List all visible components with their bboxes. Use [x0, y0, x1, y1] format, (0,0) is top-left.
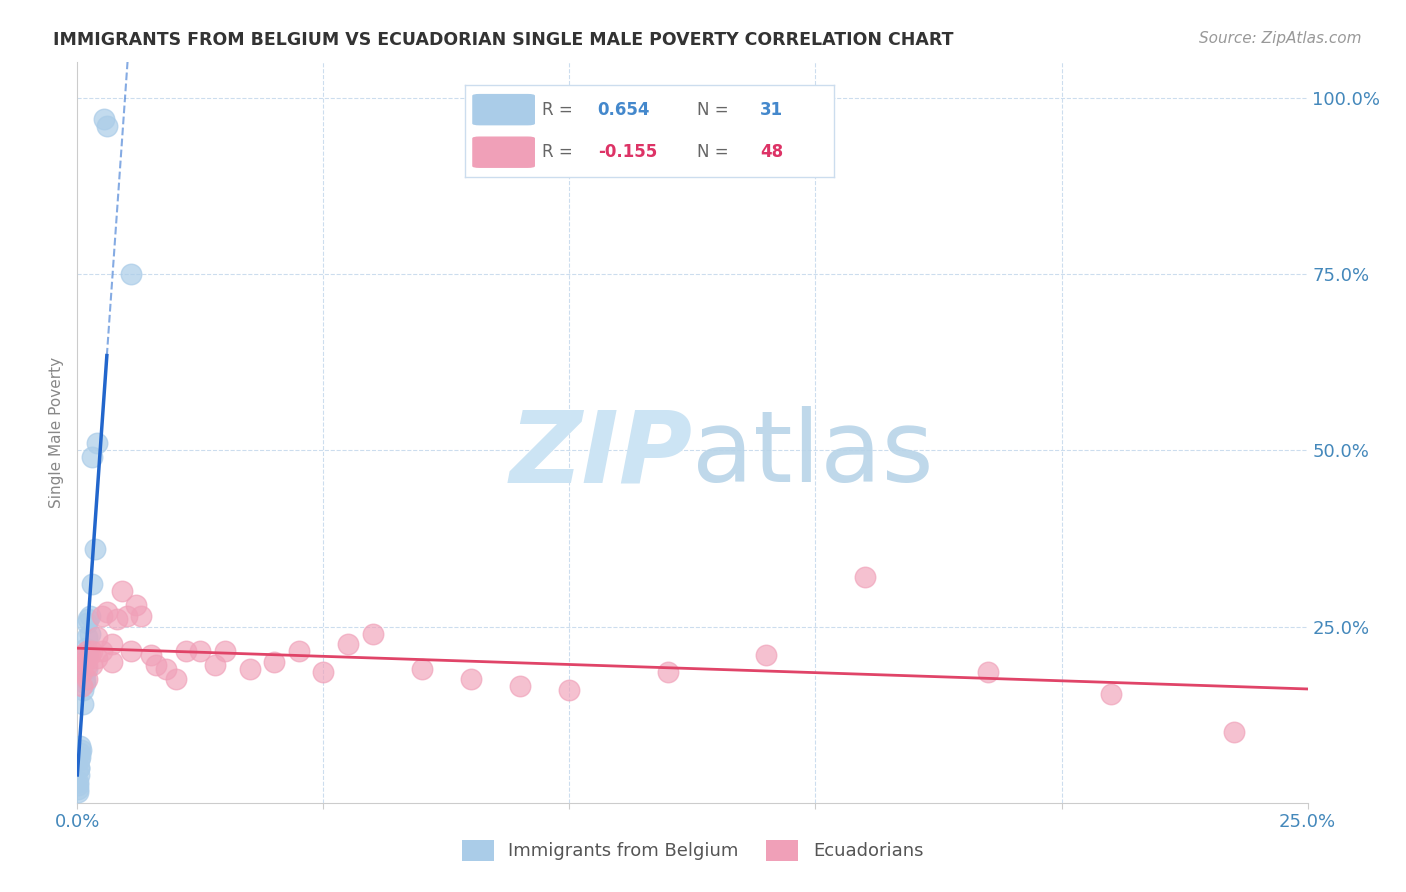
Point — [125, 599, 148, 613]
Point — [76, 658, 98, 673]
Point — [82, 644, 104, 658]
Point — [86, 436, 108, 450]
Point — [76, 630, 98, 644]
Point — [558, 683, 581, 698]
Point — [73, 676, 96, 690]
Point — [1099, 686, 1122, 700]
Point — [70, 743, 93, 757]
Point — [96, 119, 118, 133]
Point — [90, 644, 114, 658]
Point — [70, 680, 93, 694]
Point — [69, 739, 91, 754]
Point — [460, 673, 482, 687]
Point — [77, 612, 100, 626]
Point — [145, 658, 167, 673]
Point — [361, 626, 384, 640]
Point — [79, 648, 101, 662]
Point — [977, 665, 1000, 680]
Point — [188, 644, 212, 658]
Point — [67, 760, 90, 774]
Point — [115, 609, 138, 624]
Point — [73, 673, 96, 687]
Point — [72, 697, 94, 711]
Point — [79, 626, 101, 640]
Point — [86, 630, 108, 644]
Point — [214, 644, 236, 658]
Point — [239, 662, 262, 676]
Point — [337, 637, 360, 651]
Point — [69, 658, 91, 673]
Point — [76, 673, 98, 687]
Point — [1223, 725, 1246, 739]
Point — [82, 658, 104, 673]
Point — [67, 778, 90, 792]
Point — [204, 658, 226, 673]
Text: Source: ZipAtlas.com: Source: ZipAtlas.com — [1198, 31, 1361, 46]
Point — [96, 606, 118, 620]
Point — [70, 648, 93, 662]
Point — [69, 747, 91, 761]
Point — [82, 577, 104, 591]
Text: IMMIGRANTS FROM BELGIUM VS ECUADORIAN SINGLE MALE POVERTY CORRELATION CHART: IMMIGRANTS FROM BELGIUM VS ECUADORIAN SI… — [53, 31, 953, 49]
Point — [93, 112, 115, 126]
Point — [76, 615, 98, 630]
Point — [174, 644, 197, 658]
Point — [121, 644, 143, 658]
Point — [83, 541, 105, 556]
Point — [66, 785, 89, 799]
Point — [101, 637, 124, 651]
Point — [853, 570, 876, 584]
Point — [76, 648, 98, 662]
Point — [155, 662, 177, 676]
Point — [72, 683, 94, 698]
Legend: Immigrants from Belgium, Ecuadorians: Immigrants from Belgium, Ecuadorians — [454, 832, 931, 868]
Point — [69, 750, 91, 764]
Point — [121, 267, 143, 281]
Point — [79, 609, 101, 624]
Point — [86, 651, 108, 665]
Point — [70, 665, 93, 680]
Point — [111, 584, 132, 599]
Point — [165, 673, 187, 687]
Point — [76, 644, 98, 658]
Point — [312, 665, 335, 680]
Point — [67, 754, 90, 768]
Point — [129, 609, 153, 624]
Point — [66, 781, 89, 796]
Point — [75, 640, 97, 655]
Point — [67, 760, 90, 774]
Point — [90, 609, 114, 624]
Point — [67, 774, 90, 789]
Point — [101, 655, 124, 669]
Point — [141, 648, 163, 662]
Point — [288, 644, 311, 658]
Point — [105, 612, 128, 626]
Point — [755, 648, 778, 662]
Text: atlas: atlas — [693, 407, 934, 503]
Point — [73, 655, 96, 669]
Point — [67, 767, 90, 781]
Text: ZIP: ZIP — [509, 407, 693, 503]
Point — [263, 655, 285, 669]
Point — [657, 665, 679, 680]
Y-axis label: Single Male Poverty: Single Male Poverty — [49, 357, 65, 508]
Point — [411, 662, 433, 676]
Point — [82, 450, 104, 465]
Point — [509, 680, 531, 694]
Point — [76, 662, 98, 676]
